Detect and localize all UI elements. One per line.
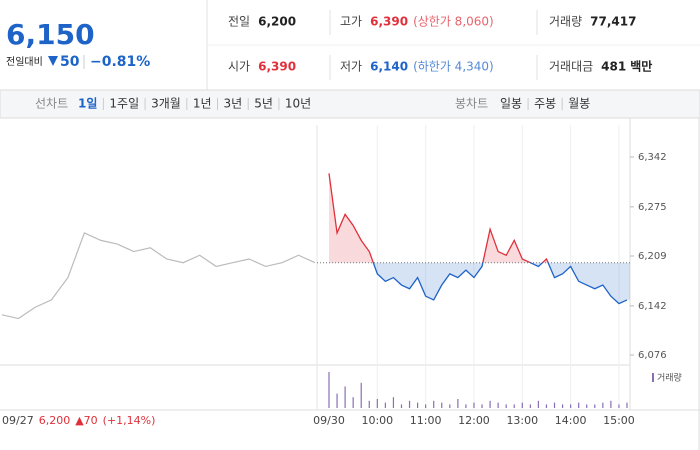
volume-bar <box>602 402 604 408</box>
volume-bar <box>392 397 395 408</box>
volume-bar <box>457 399 459 408</box>
y-tick-label: 6,209 <box>638 251 667 262</box>
volume-bar <box>545 404 548 408</box>
stat-label: 거래대금 <box>549 60 593 74</box>
volume-bar <box>433 400 435 408</box>
volume-bar <box>578 402 580 408</box>
volume-bar <box>521 402 523 408</box>
volume-bar <box>449 404 451 408</box>
tab-group-label: 선차트 <box>35 97 68 111</box>
stat-label: 고가 <box>340 15 362 29</box>
stat-label: 거래량 <box>549 15 582 29</box>
y-tick-label: 6,142 <box>638 301 667 312</box>
volume-bar <box>570 404 572 408</box>
volume-bar <box>618 404 620 408</box>
prev-day-close: 6,200 <box>39 414 71 427</box>
volume-bar <box>553 402 556 408</box>
x-tick-label: 13:00 <box>506 414 538 427</box>
volume-bar <box>505 404 507 408</box>
down-arrow <box>48 56 58 66</box>
volume-bar <box>529 404 531 408</box>
tab[interactable]: 1년 <box>193 97 212 111</box>
x-tick-label: 09/30 <box>313 414 345 427</box>
tab[interactable]: 1일 <box>78 97 97 111</box>
prev-day-rate: (+1,14%) <box>103 414 156 427</box>
legend-swatch <box>652 373 654 382</box>
volume-bar <box>594 404 596 408</box>
volume-bar <box>336 393 338 408</box>
volume-bar <box>626 402 628 408</box>
y-tick-label: 6,342 <box>638 152 667 163</box>
legend-label: 거래량 <box>657 372 682 384</box>
stat-value: 6,200 <box>258 15 296 29</box>
toolbar <box>0 89 700 119</box>
stat-value: 6,390 <box>258 60 296 74</box>
volume-bar <box>384 402 386 408</box>
prev-day-change: ▲70 <box>75 414 97 427</box>
stat-value: 6,390 <box>370 15 408 29</box>
change: 50 <box>60 54 80 70</box>
stat-value: 77,417 <box>590 15 636 29</box>
volume-bar <box>586 404 588 408</box>
tab[interactable]: 1주일 <box>109 97 139 111</box>
volume-bar <box>400 404 403 408</box>
volume-bar <box>360 382 362 408</box>
stat-value: 481 <box>601 60 626 74</box>
volume-bar <box>368 400 370 408</box>
volume-bar <box>441 402 443 408</box>
y-tick-label: 6,076 <box>638 350 667 361</box>
prev-day-date: 09/27 <box>2 414 34 427</box>
x-tick-label: 14:00 <box>555 414 587 427</box>
x-tick-label: 15:00 <box>603 414 635 427</box>
tab-group-label: 봉차트 <box>455 97 488 111</box>
stat-label: 저가 <box>340 60 362 74</box>
volume-bar <box>465 404 467 408</box>
stat-note: (하한가 4,340) <box>413 60 494 74</box>
stat-label: 전일 <box>228 15 250 29</box>
tab[interactable]: 10년 <box>285 97 311 111</box>
volume-bar <box>344 386 346 408</box>
volume-bar <box>416 402 419 408</box>
x-tick-label: 10:00 <box>361 414 393 427</box>
volume-bar <box>513 404 515 408</box>
x-tick-label: 11:00 <box>410 414 442 427</box>
volume-bar <box>497 402 499 408</box>
volume-bar <box>328 372 330 408</box>
volume-bar <box>425 404 427 408</box>
price-line <box>328 173 628 305</box>
area-fill <box>329 173 630 304</box>
prev-day-line <box>1 232 316 320</box>
volume-bar <box>481 404 483 408</box>
volume-bar <box>537 400 540 408</box>
stat-unit: 백만 <box>630 59 652 74</box>
change-caption: 전일대비 <box>6 56 43 68</box>
tab[interactable]: 3개월 <box>151 97 181 111</box>
volume-bar <box>352 397 354 408</box>
stat-value: 6,140 <box>370 60 408 74</box>
tab[interactable]: 일봉 <box>500 97 522 111</box>
tab[interactable]: 5년 <box>254 97 273 111</box>
tab[interactable]: 월봉 <box>568 97 590 111</box>
volume-bar <box>408 400 411 408</box>
volume-bar <box>610 400 612 408</box>
tab[interactable]: 주봉 <box>534 97 556 111</box>
stat-label: 시가 <box>228 60 250 74</box>
volume-bar <box>473 402 475 408</box>
stat-note: (상한가 8,060) <box>413 15 494 29</box>
volume-bar <box>489 400 491 408</box>
x-tick-label: 12:00 <box>458 414 490 427</box>
price: 6,150 <box>6 18 95 51</box>
volume-bar <box>561 404 564 408</box>
y-tick-label: 6,275 <box>638 202 667 213</box>
volume-bar <box>376 399 378 408</box>
tab[interactable]: 3년 <box>224 97 243 111</box>
change-rate: −0.81% <box>90 54 150 70</box>
